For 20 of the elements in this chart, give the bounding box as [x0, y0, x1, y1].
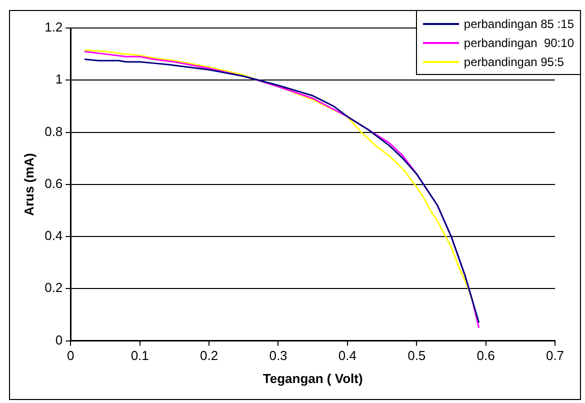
y-tick-label: 1.2 — [44, 20, 63, 35]
x-tick-label: 0.6 — [476, 348, 495, 364]
x-tick-label: 0.4 — [338, 348, 356, 364]
x-tick-label: 0 — [67, 348, 74, 364]
y-axis-title: Arus (mA) — [21, 152, 36, 216]
legend-label: perbandingan 95:5 — [464, 54, 564, 68]
x-tick-label: 0.5 — [408, 348, 426, 364]
y-tick-label: 1 — [55, 72, 63, 87]
x-tick-label: 0.1 — [130, 348, 149, 364]
y-tick-label: 0.6 — [44, 176, 63, 191]
y-tick-label: 0 — [55, 332, 63, 348]
x-tick-label: 0.7 — [546, 348, 564, 364]
x-tick-label: 0.3 — [269, 348, 288, 364]
legend-label: perbandingan 85 :15 — [464, 16, 574, 30]
x-axis-title: Tegangan ( Volt) — [262, 370, 363, 386]
y-tick-label: 0.2 — [44, 280, 63, 296]
y-tick-label: 0.8 — [44, 124, 63, 139]
x-tick-label: 0.2 — [200, 348, 218, 364]
legend-label: perbandingan 90:10 — [464, 36, 574, 50]
y-tick-label: 0.4 — [44, 228, 63, 244]
